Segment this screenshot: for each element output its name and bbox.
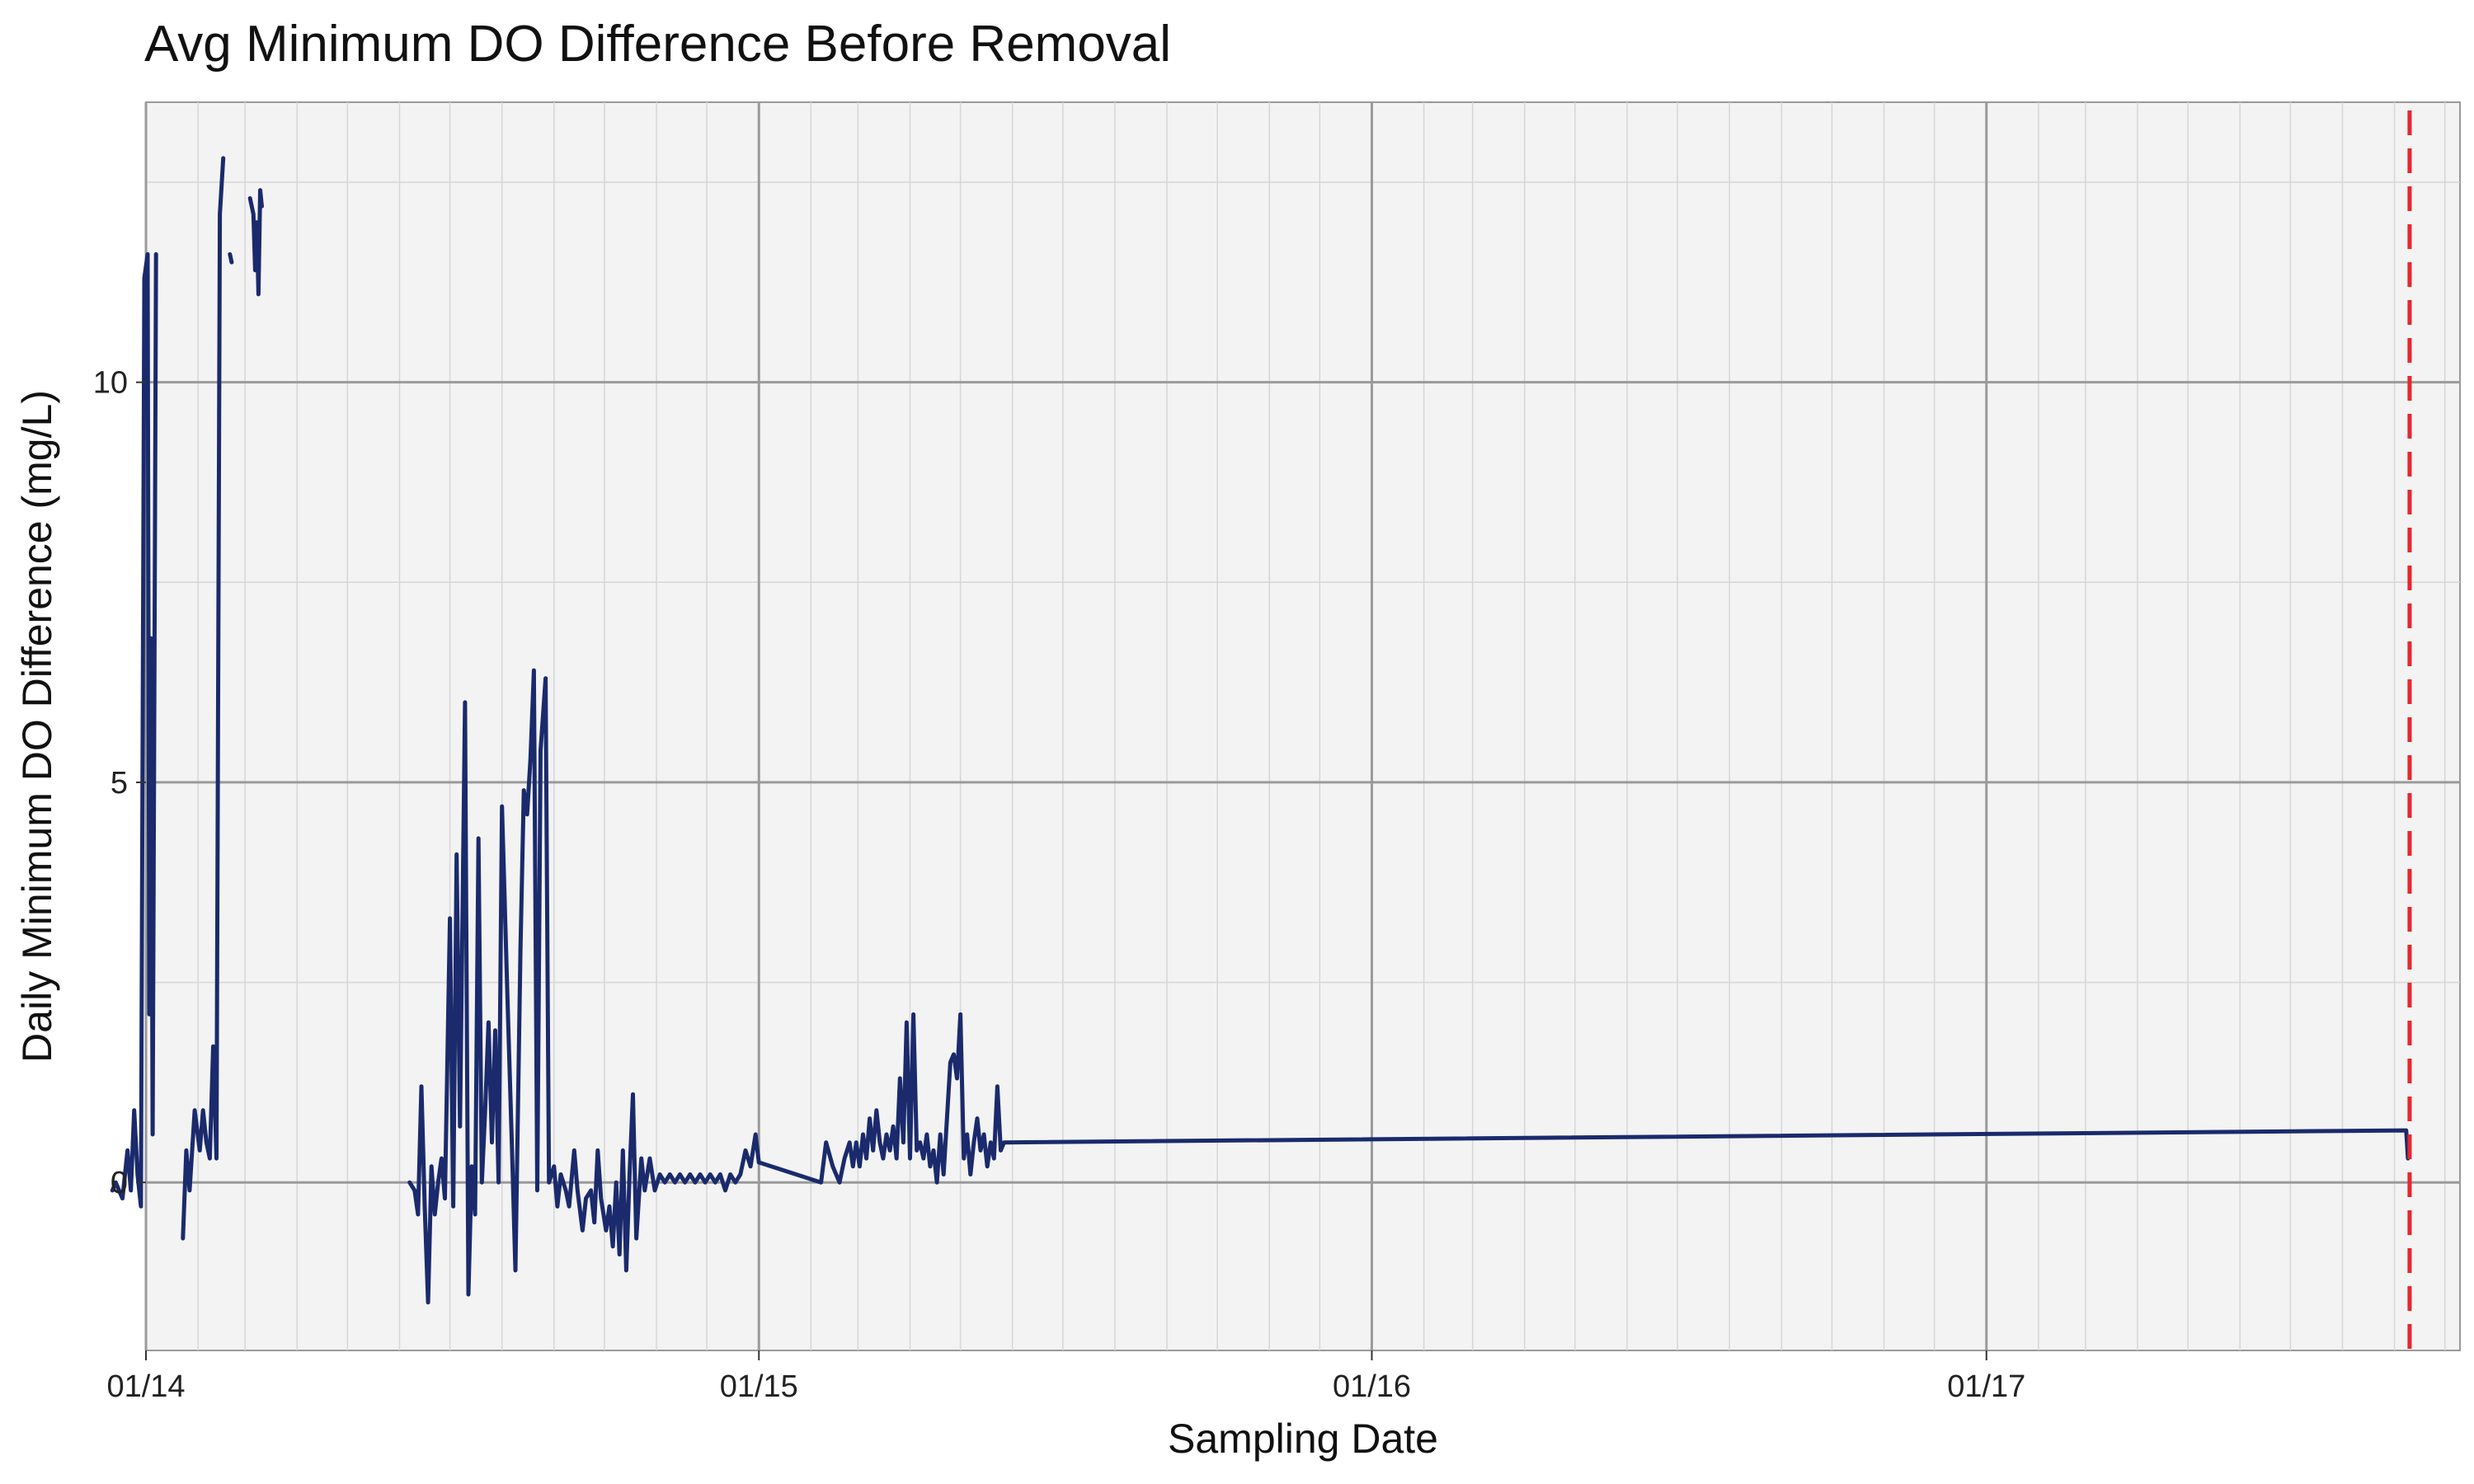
- x-axis-title: Sampling Date: [1168, 1416, 1438, 1462]
- series-line: [247, 188, 264, 297]
- series-line: [407, 668, 2411, 1305]
- y-axis-ticks: 0 5 10: [93, 366, 146, 1200]
- series-line: [181, 156, 226, 1241]
- plot-area: [145, 101, 2461, 1351]
- data-series: [110, 156, 2411, 1305]
- y-tick-label: 0: [111, 1166, 128, 1200]
- y-tick-label: 10: [93, 366, 128, 401]
- y-tick-label: 5: [111, 766, 128, 801]
- series-line: [110, 251, 158, 1209]
- chart-title: Avg Minimum DO Difference Before Removal: [144, 16, 1172, 73]
- y-axis-title: Daily Minimum DO Difference (mg/L): [14, 390, 60, 1063]
- series-line: [228, 251, 234, 265]
- x-tick-label: 01/14: [106, 1369, 185, 1404]
- x-tick-label: 01/17: [1947, 1369, 2025, 1404]
- x-tick-label: 01/16: [1333, 1369, 1411, 1404]
- x-tick-label: 01/15: [720, 1369, 798, 1404]
- x-axis-ticks: 01/14 01/15 01/16 01/17: [106, 1350, 2025, 1404]
